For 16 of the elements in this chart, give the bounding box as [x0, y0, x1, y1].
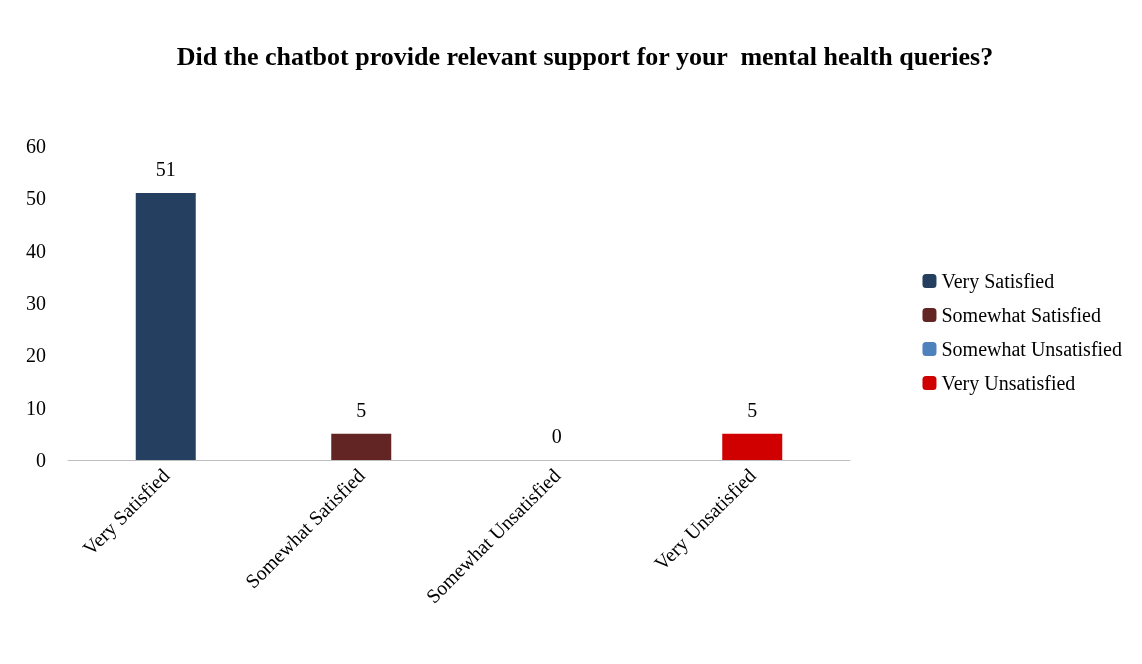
data-label: 5	[356, 398, 367, 421]
y-tick-label: 10	[26, 396, 46, 419]
y-tick-label: 60	[26, 135, 46, 157]
legend-label: Very Satisfied	[941, 270, 1055, 293]
y-tick-label: 20	[26, 344, 46, 367]
y-tick-label: 50	[26, 187, 46, 210]
y-tick-label: 40	[26, 239, 46, 262]
data-label: 51	[155, 158, 176, 181]
y-tick-label: 0	[36, 449, 46, 471]
y-tick-label: 30	[26, 292, 46, 314]
data-label: 0	[551, 425, 562, 447]
data-label: 5	[747, 398, 758, 421]
chart-title: Did the chatbot provide relevant support for your mental health queries?	[176, 41, 994, 71]
legend-label: Somewhat Unsatisfied	[941, 338, 1122, 360]
legend-label: Very Unsatisfied	[941, 372, 1076, 395]
legend-label: Somewhat Satisfied	[941, 304, 1101, 326]
